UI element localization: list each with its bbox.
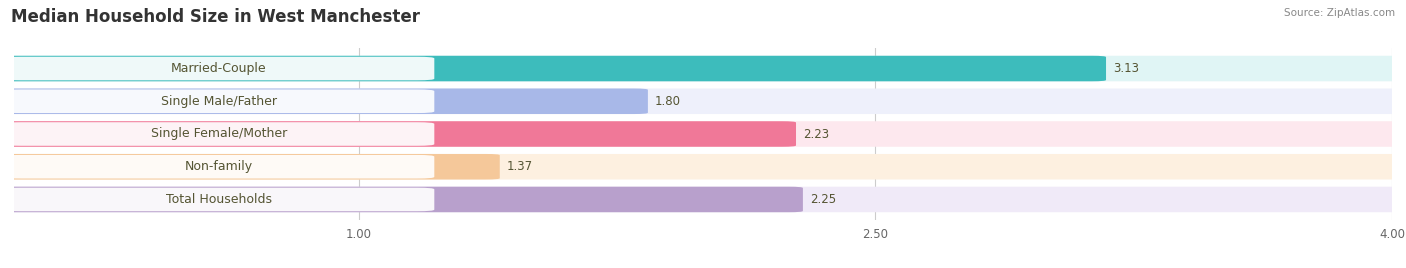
FancyBboxPatch shape — [0, 187, 803, 212]
FancyBboxPatch shape — [0, 121, 796, 147]
Text: 3.13: 3.13 — [1114, 62, 1139, 75]
FancyBboxPatch shape — [0, 154, 1406, 180]
Text: Total Households: Total Households — [166, 193, 271, 206]
Text: Married-Couple: Married-Couple — [172, 62, 267, 75]
FancyBboxPatch shape — [0, 187, 1406, 212]
Text: Source: ZipAtlas.com: Source: ZipAtlas.com — [1284, 8, 1395, 18]
FancyBboxPatch shape — [4, 122, 434, 146]
Text: 1.37: 1.37 — [506, 160, 533, 173]
Text: Median Household Size in West Manchester: Median Household Size in West Manchester — [11, 8, 420, 26]
FancyBboxPatch shape — [0, 154, 499, 180]
FancyBboxPatch shape — [0, 88, 648, 114]
FancyBboxPatch shape — [4, 188, 434, 211]
Text: 2.25: 2.25 — [810, 193, 837, 206]
FancyBboxPatch shape — [0, 56, 1107, 81]
Text: 1.80: 1.80 — [655, 95, 681, 108]
FancyBboxPatch shape — [0, 88, 1406, 114]
FancyBboxPatch shape — [0, 56, 1406, 81]
Text: 2.23: 2.23 — [803, 128, 830, 140]
FancyBboxPatch shape — [4, 90, 434, 113]
FancyBboxPatch shape — [4, 57, 434, 80]
Text: Single Female/Mother: Single Female/Mother — [150, 128, 287, 140]
Text: Non-family: Non-family — [186, 160, 253, 173]
Text: Single Male/Father: Single Male/Father — [162, 95, 277, 108]
FancyBboxPatch shape — [0, 121, 1406, 147]
FancyBboxPatch shape — [4, 155, 434, 178]
